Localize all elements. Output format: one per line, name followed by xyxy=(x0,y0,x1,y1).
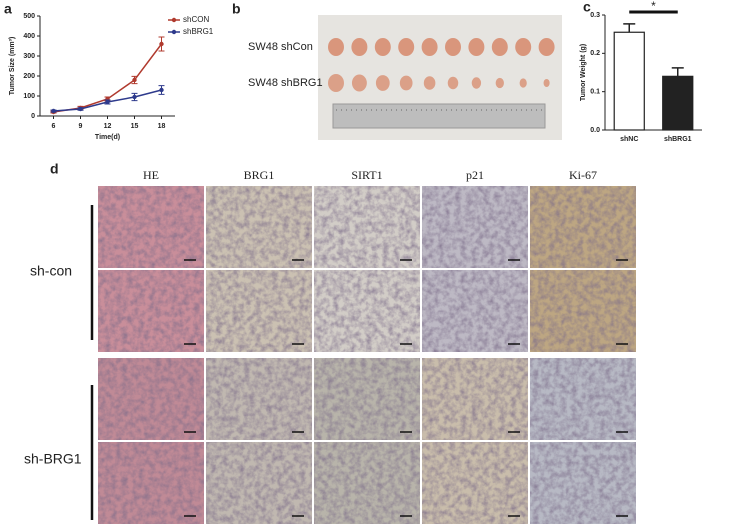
histology-texture xyxy=(422,442,528,524)
column-header: SIRT1 xyxy=(351,168,382,182)
tumor xyxy=(351,74,367,92)
marker xyxy=(105,99,110,105)
histology-texture xyxy=(98,186,204,268)
tumor xyxy=(495,77,504,89)
tumor xyxy=(375,75,390,91)
x-tick-label: shBRG1 xyxy=(664,136,692,143)
histology-texture xyxy=(98,270,204,352)
x-tick-label: 6 xyxy=(52,123,56,130)
y-tick-label: 500 xyxy=(23,13,35,20)
legend-marker xyxy=(171,29,177,35)
panel-label: d xyxy=(50,161,59,177)
histology-texture xyxy=(206,442,312,524)
legend-label: shBRG1 xyxy=(183,27,214,36)
tumor xyxy=(351,38,368,56)
y-tick-label: 300 xyxy=(23,53,35,60)
tumor xyxy=(398,38,415,56)
histology-texture xyxy=(422,186,528,268)
histology-texture xyxy=(314,186,420,268)
histology-texture xyxy=(314,358,420,440)
legend-label: shCON xyxy=(183,15,209,24)
tumor xyxy=(399,75,413,91)
y-tick-label: 0.3 xyxy=(590,12,600,19)
photo-row-label: SW48 shCon xyxy=(248,41,313,53)
histology-texture xyxy=(314,270,420,352)
y-tick-label: 200 xyxy=(23,73,35,80)
marker xyxy=(78,106,83,112)
marker xyxy=(159,41,164,47)
legend-marker xyxy=(171,17,177,23)
tumor xyxy=(421,38,438,56)
histology-texture xyxy=(530,442,636,524)
histology-texture xyxy=(206,358,312,440)
tumor xyxy=(328,38,344,56)
histology-texture xyxy=(98,358,204,440)
tumor xyxy=(445,38,461,56)
y-tick-label: 0.2 xyxy=(590,50,600,57)
x-axis-label: Time(d) xyxy=(95,134,120,141)
tumor xyxy=(543,78,550,88)
panel-label: c xyxy=(583,0,591,15)
y-tick-label: 0 xyxy=(31,113,35,120)
y-tick-label: 400 xyxy=(23,33,35,40)
tumor xyxy=(423,76,436,90)
histology-texture xyxy=(530,270,636,352)
histology-texture xyxy=(206,270,312,352)
error-bar xyxy=(671,67,684,77)
column-header: BRG1 xyxy=(244,168,275,182)
marker xyxy=(159,87,164,93)
histology-texture xyxy=(422,358,528,440)
photo-row-label: SW48 shBRG1 xyxy=(248,77,323,89)
marker xyxy=(51,108,56,114)
x-tick-label: 9 xyxy=(79,123,83,130)
y-tick-label: 100 xyxy=(23,93,35,100)
x-tick-label: 15 xyxy=(131,123,139,130)
y-tick-label: 0.1 xyxy=(590,89,600,96)
x-tick-label: 12 xyxy=(104,123,112,130)
significance-mark: * xyxy=(651,0,656,13)
histology-texture xyxy=(98,442,204,524)
marker xyxy=(132,77,137,83)
tumor xyxy=(519,78,527,88)
marker xyxy=(132,94,137,100)
bar xyxy=(662,75,694,131)
bar xyxy=(613,31,645,131)
y-axis-label: Tumor Size (mm³) xyxy=(9,37,16,96)
panel-label: b xyxy=(232,1,241,17)
tumor xyxy=(491,38,508,56)
error-bar xyxy=(623,23,636,33)
column-header: p21 xyxy=(466,168,484,182)
tumor xyxy=(515,38,532,56)
tumor xyxy=(328,74,344,92)
tumor xyxy=(468,38,485,56)
x-tick-label: shNC xyxy=(620,136,638,143)
row-label: sh-con xyxy=(30,263,72,279)
histology-texture xyxy=(422,270,528,352)
histology-texture xyxy=(530,186,636,268)
tumor xyxy=(374,38,391,56)
column-header: Ki-67 xyxy=(569,168,597,182)
tumor xyxy=(447,76,459,90)
y-axis-label: Tumor Weight (g) xyxy=(580,44,587,101)
histology-texture xyxy=(206,186,312,268)
y-tick-label: 0.0 xyxy=(590,127,600,134)
x-tick-label: 18 xyxy=(158,123,166,130)
histology-texture xyxy=(314,442,420,524)
histology-texture xyxy=(530,358,636,440)
tumor xyxy=(538,38,555,56)
row-label: sh-BRG1 xyxy=(24,451,82,467)
tumor xyxy=(471,77,482,89)
panel-label: a xyxy=(4,1,12,17)
column-header: HE xyxy=(143,168,159,182)
